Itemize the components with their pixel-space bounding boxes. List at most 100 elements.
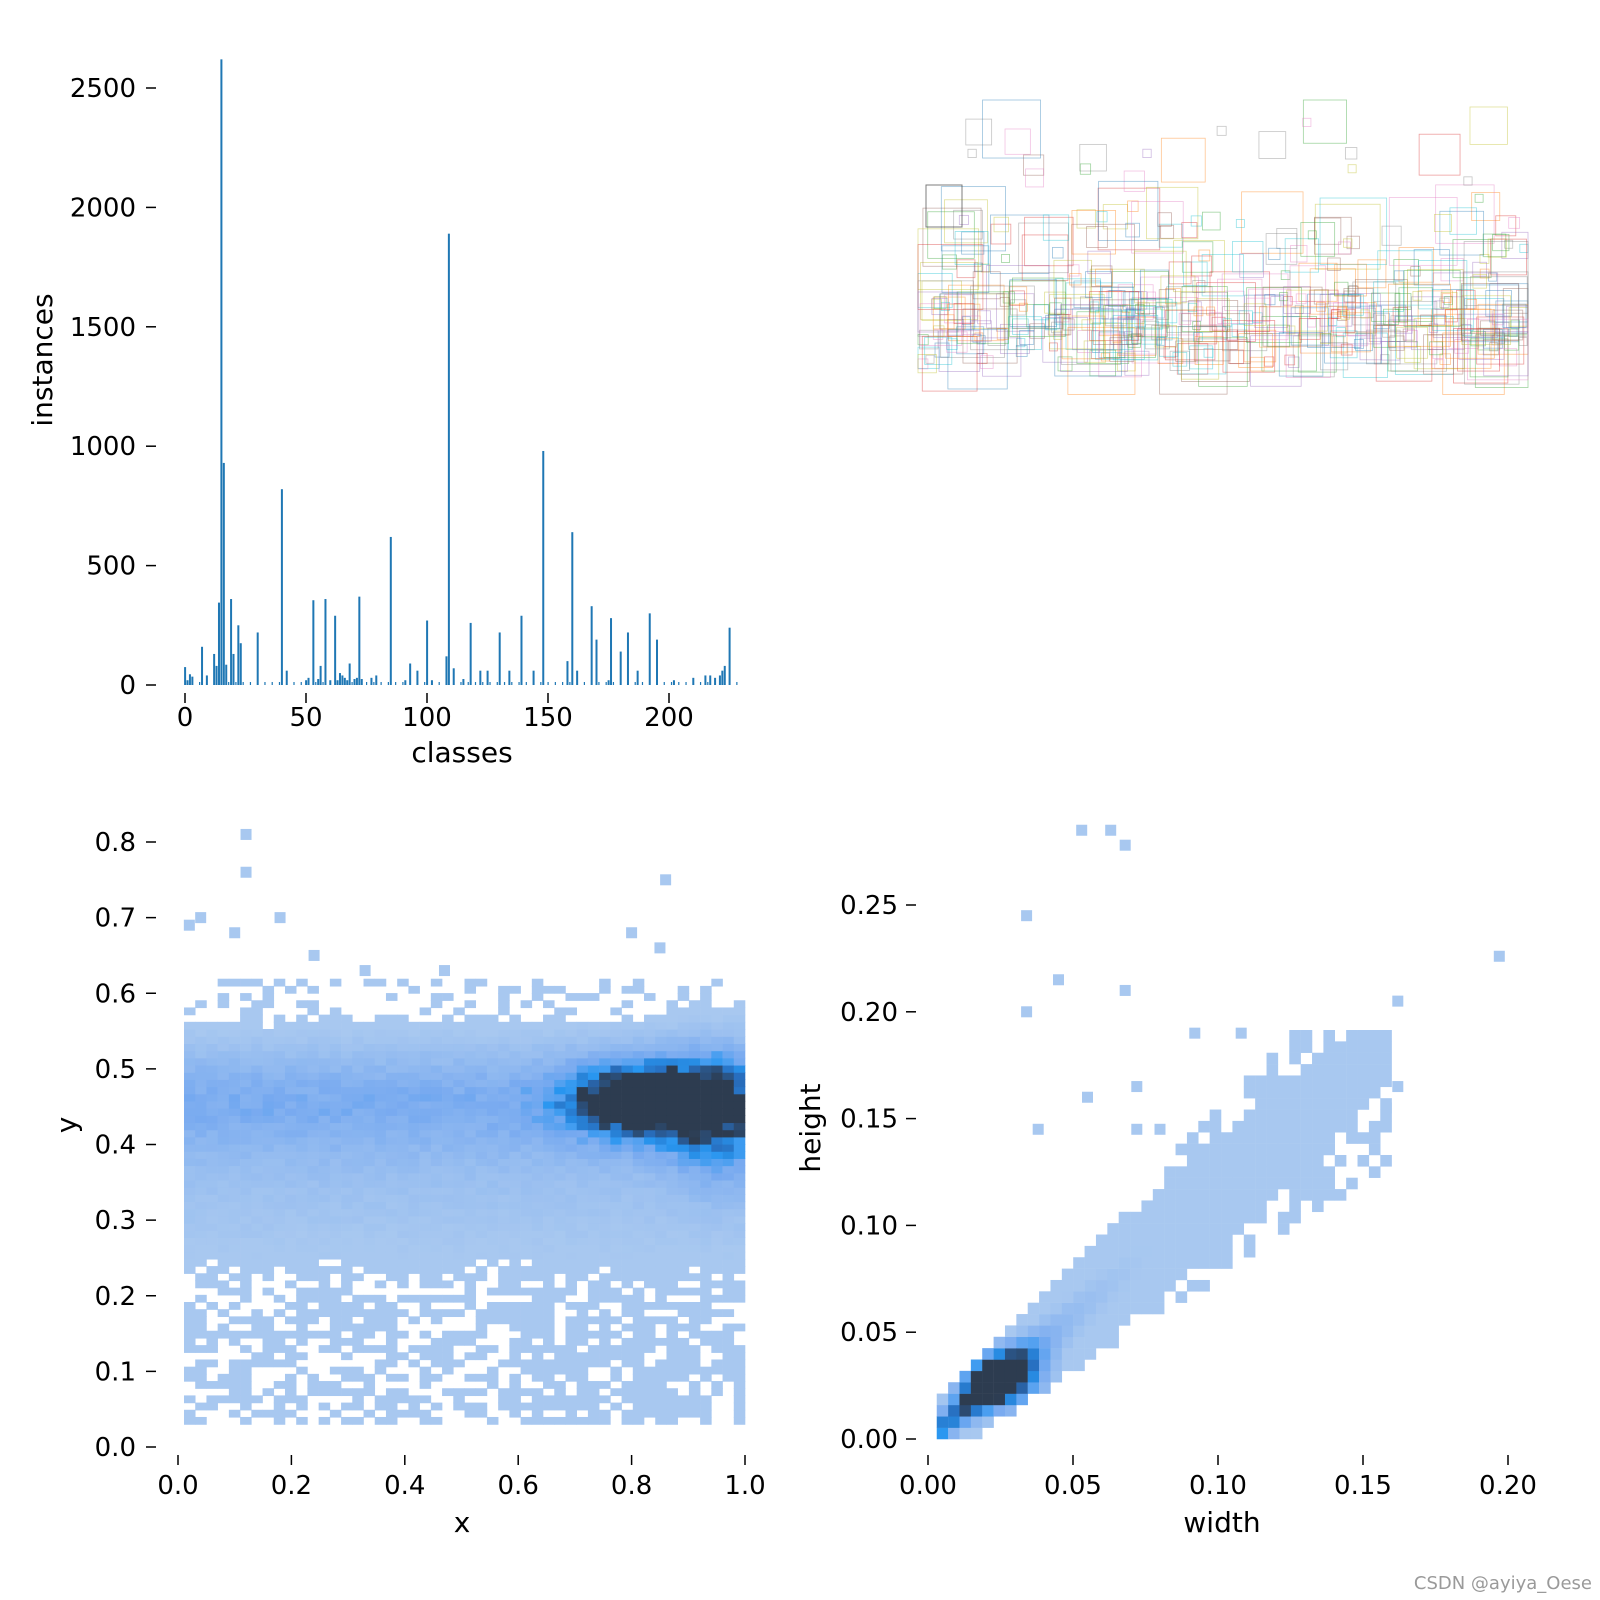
- heatmap-cell: [520, 1416, 533, 1425]
- heatmap-cell: [419, 1057, 432, 1066]
- heatmap-cell: [1334, 1120, 1347, 1133]
- heatmap-cell: [453, 1057, 465, 1066]
- label-box: [1488, 272, 1498, 282]
- label-box: [1491, 335, 1502, 346]
- label-box: [1347, 164, 1357, 174]
- heatmap-cell: [363, 1036, 376, 1045]
- heatmap-cell: [464, 1129, 477, 1138]
- heatmap-cell: [498, 1251, 510, 1260]
- label-box: [1109, 337, 1135, 362]
- heatmap-cell: [1221, 1223, 1233, 1235]
- heatmap-cell: [419, 1072, 432, 1080]
- heatmap-cell: [1289, 1143, 1301, 1156]
- heatmap-cell: [329, 1323, 342, 1332]
- heatmap-cell: [610, 1402, 622, 1411]
- heatmap-cell: [1266, 1120, 1279, 1133]
- bar: [317, 679, 320, 685]
- heatmap-cell: [1368, 1030, 1381, 1042]
- heatmap-cell: [262, 1129, 275, 1138]
- heatmap-cell: [240, 1416, 252, 1425]
- heatmap-cell: [711, 1050, 723, 1059]
- heatmap-cell: [509, 1222, 521, 1231]
- heatmap-cell: [1221, 1257, 1233, 1269]
- heatmap-cell: [408, 1359, 420, 1368]
- heatmap-cell: [666, 1108, 678, 1116]
- heatmap-cell: [408, 1115, 420, 1124]
- label-box: [1222, 318, 1232, 328]
- heatmap-cell: [464, 1258, 477, 1267]
- heatmap-cell: [228, 1050, 241, 1059]
- heatmap-cell: [486, 1222, 499, 1231]
- heatmap-cell: [251, 1359, 263, 1368]
- heatmap-cell: [329, 1122, 342, 1131]
- heatmap-cell: [655, 1151, 667, 1159]
- heatmap-cell: [543, 1093, 555, 1102]
- heatmap-cell: [621, 1179, 634, 1188]
- heatmap-cell: [677, 1043, 690, 1052]
- heatmap-cell: [1243, 1086, 1256, 1099]
- heatmap-cell: [374, 1201, 387, 1210]
- label-box: [1127, 334, 1141, 348]
- heatmap-cell: [655, 1294, 667, 1303]
- label-box: [1139, 305, 1163, 330]
- heatmap-cell: [195, 1215, 207, 1224]
- heatmap-cell: [453, 1100, 465, 1109]
- heatmap-cell: [341, 1266, 353, 1274]
- heatmap-cell: [543, 1316, 555, 1325]
- heatmap-cell: [498, 1057, 510, 1066]
- heatmap-cell: [374, 1064, 387, 1073]
- heatmap-cell: [1186, 1189, 1199, 1201]
- heatmap-cell: [722, 1194, 735, 1203]
- heatmap-cell: [341, 1309, 353, 1318]
- heatmap-cell: [610, 1079, 622, 1088]
- label-box: [1479, 320, 1496, 336]
- heatmap-cell: [554, 1007, 566, 1016]
- heatmap-cell: [1084, 1257, 1097, 1269]
- heatmap-cell: [576, 1395, 589, 1404]
- heatmap-cell: [475, 1100, 488, 1109]
- heatmap-cell: [262, 1222, 275, 1231]
- heatmap-cell: [554, 1158, 566, 1167]
- heatmap-cell: [554, 1100, 566, 1109]
- heatmap-cell: [576, 1316, 589, 1325]
- heatmap-cell: [464, 1014, 477, 1023]
- heatmap-cell: [531, 1222, 544, 1231]
- heatmap-cell: [610, 1187, 622, 1195]
- heatmap-cell: [632, 1373, 645, 1382]
- heatmap-cell: [464, 1064, 477, 1073]
- label-box: [1286, 325, 1296, 335]
- heatmap-cell: [666, 1057, 678, 1066]
- heatmap-cell: [666, 1323, 678, 1332]
- heatmap-cell: [1243, 1166, 1256, 1178]
- heatmap-cell: [486, 1302, 499, 1310]
- heatmap-cell: [587, 1302, 600, 1310]
- heatmap-cell: [385, 993, 398, 1001]
- heatmap-cell: [1073, 1257, 1085, 1269]
- heatmap-cell: [498, 1108, 510, 1116]
- heatmap-cell: [430, 1064, 443, 1073]
- heatmap-cell: [1209, 1223, 1222, 1235]
- heatmap-cell: [430, 1337, 443, 1346]
- heatmap-cell: [374, 1187, 387, 1195]
- heatmap-cell: [363, 1330, 376, 1339]
- heatmap-cell: [307, 1172, 319, 1181]
- heatmap-cell: [621, 1172, 634, 1181]
- heatmap-cell: [677, 1359, 690, 1368]
- heatmap-cell: [273, 1395, 286, 1404]
- heatmap-cell: [543, 1194, 555, 1203]
- heatmap-cell: [442, 1230, 454, 1238]
- label-box: [1316, 301, 1326, 312]
- heatmap-cell: [284, 1201, 297, 1210]
- heatmap-cell: [565, 1244, 577, 1253]
- label-box: [1098, 331, 1126, 359]
- heatmap-cell: [262, 1287, 275, 1296]
- heatmap-cell: [385, 1165, 398, 1174]
- label-box: [1434, 314, 1446, 326]
- heatmap-cell: [307, 1179, 319, 1188]
- heatmap-cell: [644, 1337, 656, 1346]
- heatmap-cell: [251, 1172, 263, 1181]
- heatmap-cell: [644, 1280, 656, 1289]
- heatmap-cell: [660, 874, 672, 886]
- label-box: [1413, 318, 1465, 370]
- heatmap-cell: [385, 1323, 398, 1332]
